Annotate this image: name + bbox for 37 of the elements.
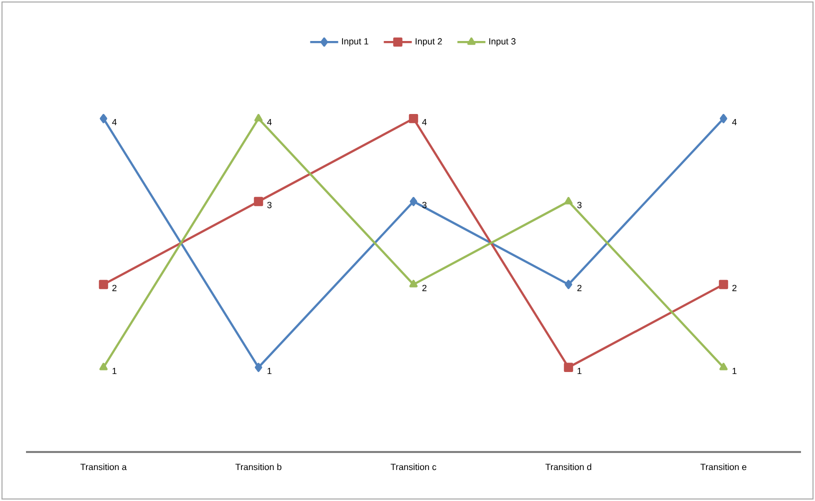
point xyxy=(254,114,263,122)
x-tick-label: Transition c xyxy=(390,464,436,470)
data-label: 4 xyxy=(267,119,272,126)
legend-label: Input 2 xyxy=(416,38,442,46)
data-label: 2 xyxy=(422,284,426,292)
point xyxy=(718,280,728,290)
point xyxy=(410,196,418,206)
point xyxy=(99,362,108,370)
point xyxy=(719,362,728,370)
point xyxy=(564,362,574,372)
legend-label: Input 1 xyxy=(342,38,368,46)
data-label: 4 xyxy=(732,119,737,126)
data-label: 1 xyxy=(268,368,272,374)
data-label: 1 xyxy=(578,368,582,374)
point xyxy=(254,196,264,206)
data-label: 2 xyxy=(577,284,582,292)
point xyxy=(100,114,108,124)
point xyxy=(98,280,108,290)
data-label: 4 xyxy=(422,119,427,126)
point xyxy=(720,114,728,124)
x-tick-label: Transition b xyxy=(235,464,282,470)
x-tick-label: Transition d xyxy=(545,464,592,470)
point xyxy=(408,114,418,124)
data-label: 1 xyxy=(112,368,116,374)
data-label: 3 xyxy=(267,202,272,208)
x-tick-label: Transition e xyxy=(700,464,746,470)
data-label: 2 xyxy=(112,284,116,292)
legend-label: Input 3 xyxy=(489,38,516,46)
point xyxy=(254,362,262,372)
data-label: 2 xyxy=(732,284,736,292)
data-label: 4 xyxy=(112,119,117,126)
data-label: 1 xyxy=(732,368,736,374)
data-label: 3 xyxy=(577,202,582,208)
point xyxy=(409,280,418,288)
point xyxy=(564,280,572,290)
x-tick-label: Transition a xyxy=(80,464,127,470)
point xyxy=(564,196,573,204)
